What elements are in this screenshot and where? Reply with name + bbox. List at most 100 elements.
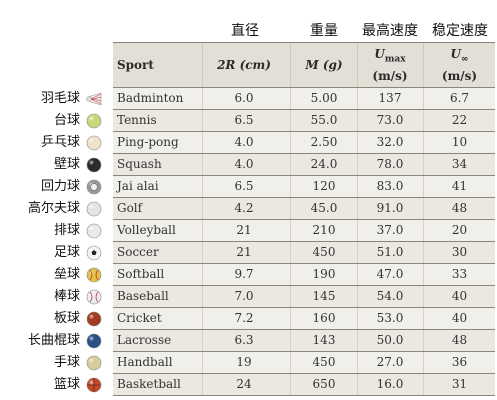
lacrosse-ball-icon [86, 333, 102, 349]
table-row: Handball 19 450 27.0 36 [113, 352, 495, 374]
side-row: 回力球 [0, 176, 112, 198]
chinese-sport-name: 排球 [53, 223, 80, 238]
table-row: Cricket 7.2 160 53.0 40 [113, 308, 495, 330]
diameter-cell: 21 [236, 245, 252, 259]
terminal-speed-cell: 40 [451, 289, 468, 303]
table-row: Badminton 6.0 5.00 137 6.7 [113, 88, 495, 110]
max-speed-cell: 78.0 [376, 157, 404, 171]
table-row: Volleyball 21 210 37.0 20 [113, 220, 495, 242]
mass-cell: 2.50 [310, 135, 338, 149]
softball-icon [86, 267, 102, 283]
chinese-header-diameter: 直径 [231, 23, 259, 39]
tennis-ball-icon [86, 113, 102, 129]
sport-name-cell: Soccer [117, 245, 159, 259]
chinese-sport-name: 手球 [53, 355, 80, 370]
table-row: Baseball 7.0 145 54.0 40 [113, 286, 495, 308]
terminal-speed-cell: 41 [451, 179, 468, 193]
volleyball-icon [86, 223, 102, 239]
handball-icon [86, 355, 102, 371]
side-row: 手球 [0, 352, 112, 374]
diameter-cell: 6.5 [234, 179, 254, 193]
sport-name-cell: Softball [117, 267, 165, 281]
max-speed-cell: 91.0 [376, 201, 404, 215]
chinese-sport-name: 高尔夫球 [27, 201, 80, 216]
max-speed-cell: 50.0 [376, 333, 404, 347]
diameter-cell: 24 [236, 377, 252, 391]
mass-cell: 650 [312, 377, 336, 391]
chinese-sport-name: 长曲棍球 [27, 333, 80, 348]
golf-ball-icon [86, 201, 102, 217]
side-row: 板球 [0, 308, 112, 330]
chinese-sport-name: 棒球 [53, 289, 80, 304]
diameter-cell: 6.0 [234, 91, 254, 105]
max-speed-subscript: max [384, 54, 406, 65]
chinese-sport-name: 垒球 [53, 267, 80, 282]
side-row: 排球 [0, 220, 112, 242]
max-speed-cell: 73.0 [376, 113, 404, 127]
terminal-speed-cell: 40 [451, 311, 468, 325]
chinese-sport-name: 回力球 [40, 179, 80, 194]
side-row: 篮球 [0, 374, 112, 396]
column-header-terminal-speed: U∞ (m/s) [424, 43, 495, 87]
sport-name-cell: Volleyball [117, 223, 176, 237]
diameter-cell: 9.7 [234, 267, 254, 281]
side-row: 垒球 [0, 264, 112, 286]
sport-name-cell: Tennis [117, 113, 157, 127]
terminal-speed-cell: 31 [451, 377, 468, 391]
side-row: 乒乓球 [0, 132, 112, 154]
max-speed-cell: 47.0 [376, 267, 404, 281]
max-speed-cell: 83.0 [376, 179, 404, 193]
max-speed-cell: 27.0 [376, 355, 404, 369]
terminal-speed-cell: 36 [451, 355, 468, 369]
sport-name-cell: Basketball [117, 377, 181, 391]
table-row: Lacrosse 6.3 143 50.0 48 [113, 330, 495, 352]
sport-name-cell: Jai alai [117, 179, 159, 193]
max-speed-unit: (m/s) [372, 68, 408, 83]
mass-cell: 5.00 [310, 91, 338, 105]
terminal-speed-subscript: ∞ [460, 54, 469, 65]
chinese-sport-name: 壁球 [53, 157, 80, 172]
chinese-header-max-speed: 最高速度 [362, 23, 418, 39]
side-row: 足球 [0, 242, 112, 264]
table-row: Golf 4.2 45.0 91.0 48 [113, 198, 495, 220]
chinese-sport-name: 羽毛球 [40, 91, 80, 106]
chinese-header-mass: 重量 [310, 23, 338, 39]
terminal-speed-cell: 10 [451, 135, 468, 149]
diameter-cell: 19 [236, 355, 252, 369]
mass-cell: 45.0 [310, 201, 338, 215]
jai-alai-ball-icon [86, 179, 102, 195]
diameter-cell: 7.2 [234, 311, 254, 325]
shuttlecock-icon [86, 92, 102, 106]
table-row: Basketball 24 650 16.0 31 [113, 374, 495, 396]
column-header-sport: Sport [117, 58, 154, 72]
side-row: 壁球 [0, 154, 112, 176]
mass-cell: 210 [312, 223, 336, 237]
terminal-speed-cell: 22 [451, 113, 468, 127]
diameter-cell: 21 [236, 223, 252, 237]
mass-cell: 143 [312, 333, 336, 347]
side-row: 高尔夫球 [0, 198, 112, 220]
sport-name-cell: Ping-pong [117, 135, 179, 149]
diameter-cell: 4.0 [234, 157, 254, 171]
chinese-sport-name: 足球 [53, 245, 80, 260]
table-row: Tennis 6.5 55.0 73.0 22 [113, 110, 495, 132]
max-speed-cell: 32.0 [376, 135, 404, 149]
side-row: 长曲棍球 [0, 330, 112, 352]
table-body: Badminton 6.0 5.00 137 6.7 Tennis 6.5 55.0 73.0 2… [113, 88, 495, 396]
diameter-cell: 6.3 [234, 333, 254, 347]
terminal-speed-cell: 33 [451, 267, 468, 281]
column-header-max-speed: Umax (m/s) [358, 43, 422, 87]
max-speed-cell: 16.0 [376, 377, 404, 391]
table-row: Soccer 21 450 51.0 30 [113, 242, 495, 264]
column-header-diameter: 2R (cm) [217, 58, 271, 72]
side-row: 棒球 [0, 286, 112, 308]
sport-name-cell: Cricket [117, 311, 162, 325]
terminal-speed-cell: 30 [451, 245, 468, 259]
mass-cell: 160 [312, 311, 336, 325]
baseball-icon [86, 289, 102, 305]
terminal-speed-cell: 48 [451, 201, 468, 215]
diameter-cell: 4.0 [234, 135, 254, 149]
chinese-sport-name: 台球 [53, 113, 80, 128]
side-row: 羽毛球 [0, 88, 112, 110]
terminal-speed-cell: 34 [451, 157, 468, 171]
